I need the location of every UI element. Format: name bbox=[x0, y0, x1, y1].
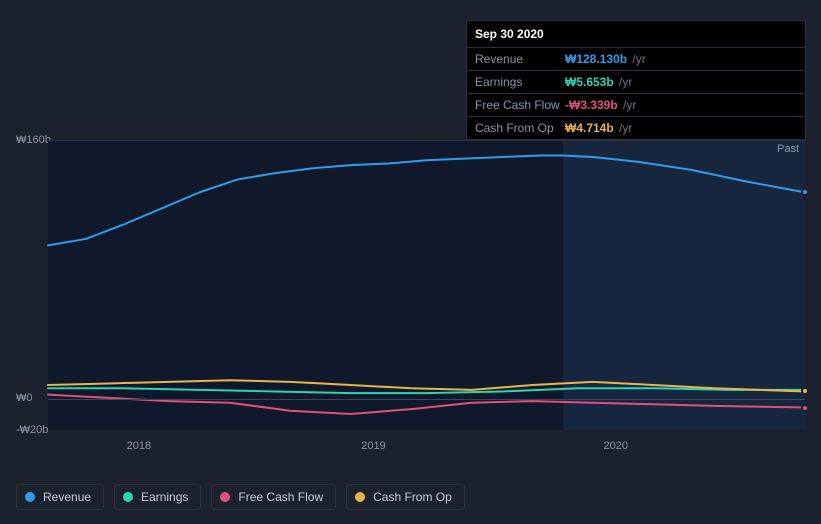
legend-label: Cash From Op bbox=[373, 490, 452, 504]
legend-swatch bbox=[220, 492, 230, 502]
chart-area: ₩160b ₩0 -₩20b Past 201820192020 bbox=[16, 120, 805, 460]
tooltip-row-suffix: /yr bbox=[629, 52, 646, 66]
tooltip-row-value: ₩128.130b bbox=[565, 52, 627, 66]
legend-swatch bbox=[123, 492, 133, 502]
tooltip-row-suffix: /yr bbox=[620, 98, 637, 112]
legend-item[interactable]: Earnings bbox=[114, 484, 201, 510]
tooltip-row-value: ₩4.714b bbox=[565, 121, 614, 135]
tooltip-row-label: Free Cash Flow bbox=[475, 98, 565, 112]
tooltip-date: Sep 30 2020 bbox=[467, 21, 805, 48]
y-axis-label: -₩20b bbox=[16, 424, 48, 436]
tooltip-row-label: Cash From Op bbox=[475, 121, 565, 135]
series-line bbox=[48, 155, 805, 245]
chart-svg bbox=[48, 141, 805, 430]
plot-area[interactable]: Past 201820192020 bbox=[48, 140, 805, 430]
legend-item[interactable]: Free Cash Flow bbox=[211, 484, 336, 510]
tooltip-row: Earnings₩5.653b /yr bbox=[467, 71, 805, 94]
tooltip-row-value: -₩3.339b bbox=[565, 98, 618, 112]
tooltip-box: Sep 30 2020 Revenue₩128.130b /yrEarnings… bbox=[466, 20, 806, 140]
chart-container: Sep 30 2020 Revenue₩128.130b /yrEarnings… bbox=[0, 0, 821, 524]
tooltip-row-value-wrap: ₩5.653b /yr bbox=[565, 75, 632, 89]
y-axis-label: ₩0 bbox=[16, 392, 33, 404]
x-axis-label: 2018 bbox=[127, 440, 151, 452]
tooltip-row-suffix: /yr bbox=[616, 121, 633, 135]
legend: Revenue Earnings Free Cash Flow Cash From O… bbox=[16, 484, 465, 510]
legend-label: Earnings bbox=[141, 490, 188, 504]
tooltip-row-value-wrap: ₩4.714b /yr bbox=[565, 121, 632, 135]
tooltip-row: Cash From Op₩4.714b /yr bbox=[467, 117, 805, 139]
tooltip-row-label: Revenue bbox=[475, 52, 565, 66]
tooltip-row: Revenue₩128.130b /yr bbox=[467, 48, 805, 71]
series-end-dot bbox=[801, 188, 809, 196]
y-axis-label: ₩160b bbox=[16, 134, 51, 146]
tooltip-row-value-wrap: -₩3.339b /yr bbox=[565, 98, 636, 112]
series-end-dot bbox=[801, 404, 809, 412]
tooltip-row-value-wrap: ₩128.130b /yr bbox=[565, 52, 646, 66]
legend-item[interactable]: Cash From Op bbox=[346, 484, 465, 510]
legend-item[interactable]: Revenue bbox=[16, 484, 104, 510]
tooltip-row-value: ₩5.653b bbox=[565, 75, 614, 89]
tooltip-row-label: Earnings bbox=[475, 75, 565, 89]
x-axis-label: 2020 bbox=[604, 440, 628, 452]
tooltip-row-suffix: /yr bbox=[616, 75, 633, 89]
x-axis-label: 2019 bbox=[361, 440, 385, 452]
zero-baseline bbox=[48, 399, 805, 400]
tooltip-row: Free Cash Flow-₩3.339b /yr bbox=[467, 94, 805, 117]
legend-swatch bbox=[355, 492, 365, 502]
series-line bbox=[48, 395, 805, 414]
series-end-dot bbox=[801, 387, 809, 395]
legend-label: Revenue bbox=[43, 490, 91, 504]
legend-label: Free Cash Flow bbox=[238, 490, 323, 504]
legend-swatch bbox=[25, 492, 35, 502]
